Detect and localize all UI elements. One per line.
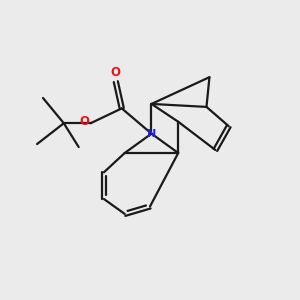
Text: O: O: [111, 66, 121, 79]
Text: N: N: [147, 129, 156, 139]
Text: O: O: [79, 115, 89, 128]
